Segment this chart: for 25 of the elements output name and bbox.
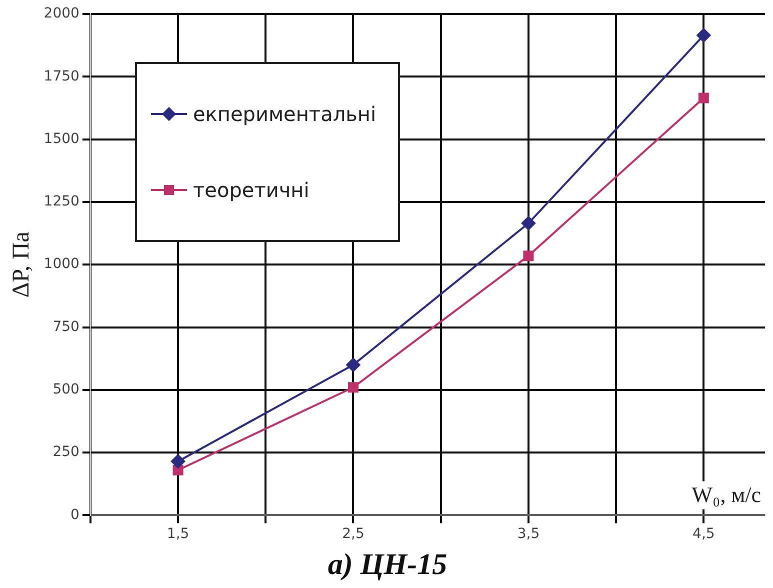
point <box>523 250 534 262</box>
x-tick-label: 3,5 <box>517 526 540 542</box>
y-tick-label: 1000 <box>44 256 80 272</box>
x-axis-title: W₀, м/с <box>692 482 762 507</box>
legend-label: екпериментальні <box>193 102 376 126</box>
y-tick-label: 750 <box>52 318 80 335</box>
y-tick-label: 500 <box>52 382 80 398</box>
y-axis-title: ΔP, Па <box>8 231 35 298</box>
y-tick-label: 1500 <box>44 130 80 147</box>
text: а) ЦН-15 <box>328 548 448 581</box>
point <box>696 28 711 42</box>
point <box>346 358 360 372</box>
x-tick-label: 4,5 <box>692 526 715 542</box>
y-tick-label: 250 <box>52 444 80 460</box>
x-tick-label: 1,5 <box>166 526 190 542</box>
point <box>521 216 536 230</box>
legend-label: теоретичні <box>193 178 310 202</box>
point <box>171 454 186 468</box>
y-tick-label: 0 <box>70 506 80 523</box>
y-tick-label: 1250 <box>44 194 80 210</box>
y-tick-label: 1750 <box>44 68 80 84</box>
x-tick-label: 2,5 <box>342 526 364 542</box>
point <box>348 382 358 393</box>
point <box>698 92 709 104</box>
y-tick-label: 2000 <box>44 6 80 22</box>
